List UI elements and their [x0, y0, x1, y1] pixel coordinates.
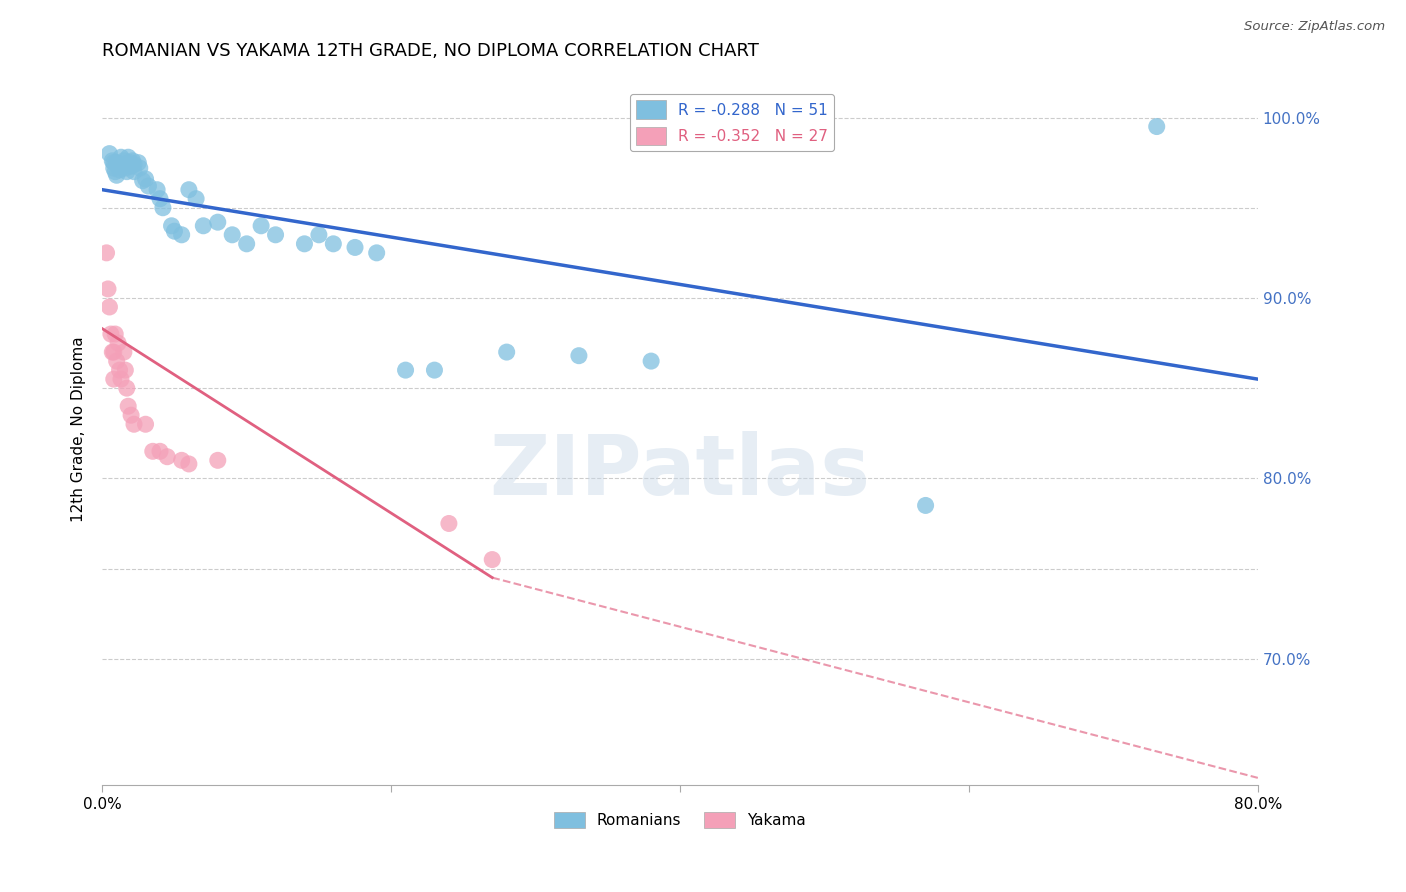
Point [322, 236, 344, 251]
Point [108, 363, 131, 377]
Point [423, 363, 446, 377]
Point [481, 552, 503, 566]
Point [117, 150, 139, 164]
Point [250, 219, 273, 233]
Point [343, 240, 366, 254]
Point [207, 453, 229, 467]
Point [115, 381, 138, 395]
Point [146, 183, 169, 197]
Point [121, 153, 143, 168]
Point [235, 236, 257, 251]
Point [101, 345, 124, 359]
Point [120, 409, 142, 423]
Point [308, 227, 330, 242]
Point [112, 153, 135, 168]
Point [207, 215, 229, 229]
Point [142, 444, 165, 458]
Point [128, 161, 150, 175]
Point [163, 224, 186, 238]
Point [104, 326, 127, 341]
Point [105, 354, 128, 368]
Point [98, 146, 121, 161]
Point [107, 336, 129, 351]
Point [1146, 120, 1168, 134]
Point [495, 345, 517, 359]
Legend: Romanians, Yakama: Romanians, Yakama [548, 806, 813, 835]
Point [117, 399, 139, 413]
Point [914, 499, 936, 513]
Point [127, 155, 149, 169]
Point [112, 345, 135, 359]
Point [135, 417, 157, 432]
Point [101, 153, 124, 168]
Point [135, 172, 157, 186]
Point [437, 516, 460, 531]
Point [264, 227, 287, 242]
Point [122, 157, 145, 171]
Point [122, 164, 145, 178]
Point [394, 363, 416, 377]
Point [366, 245, 388, 260]
Point [177, 457, 200, 471]
Point [221, 227, 243, 242]
Point [110, 150, 132, 164]
Point [100, 326, 122, 341]
Point [152, 201, 174, 215]
Point [640, 354, 662, 368]
Point [170, 227, 193, 242]
Point [149, 192, 172, 206]
Point [97, 282, 120, 296]
Point [156, 450, 179, 464]
Text: Source: ZipAtlas.com: Source: ZipAtlas.com [1244, 20, 1385, 33]
Point [193, 219, 215, 233]
Point [104, 164, 127, 178]
Point [103, 372, 125, 386]
Point [96, 245, 118, 260]
Point [149, 444, 172, 458]
Point [103, 155, 125, 169]
Point [108, 159, 131, 173]
Point [103, 161, 125, 175]
Point [170, 453, 193, 467]
Point [177, 183, 200, 197]
Point [131, 174, 153, 188]
Point [112, 157, 135, 171]
Point [105, 168, 128, 182]
Point [98, 300, 121, 314]
Point [122, 417, 145, 432]
Point [103, 345, 125, 359]
Point [138, 179, 160, 194]
Point [105, 155, 128, 169]
Point [115, 164, 138, 178]
Point [114, 363, 136, 377]
Text: ROMANIAN VS YAKAMA 12TH GRADE, NO DIPLOMA CORRELATION CHART: ROMANIAN VS YAKAMA 12TH GRADE, NO DIPLOM… [103, 42, 759, 60]
Point [118, 155, 141, 169]
Point [160, 219, 183, 233]
Y-axis label: 12th Grade, No Diploma: 12th Grade, No Diploma [72, 336, 86, 522]
Point [114, 161, 136, 175]
Point [120, 159, 142, 173]
Point [108, 162, 131, 177]
Point [110, 372, 132, 386]
Point [568, 349, 591, 363]
Text: ZIPatlas: ZIPatlas [489, 431, 870, 512]
Point [184, 192, 207, 206]
Point [294, 236, 316, 251]
